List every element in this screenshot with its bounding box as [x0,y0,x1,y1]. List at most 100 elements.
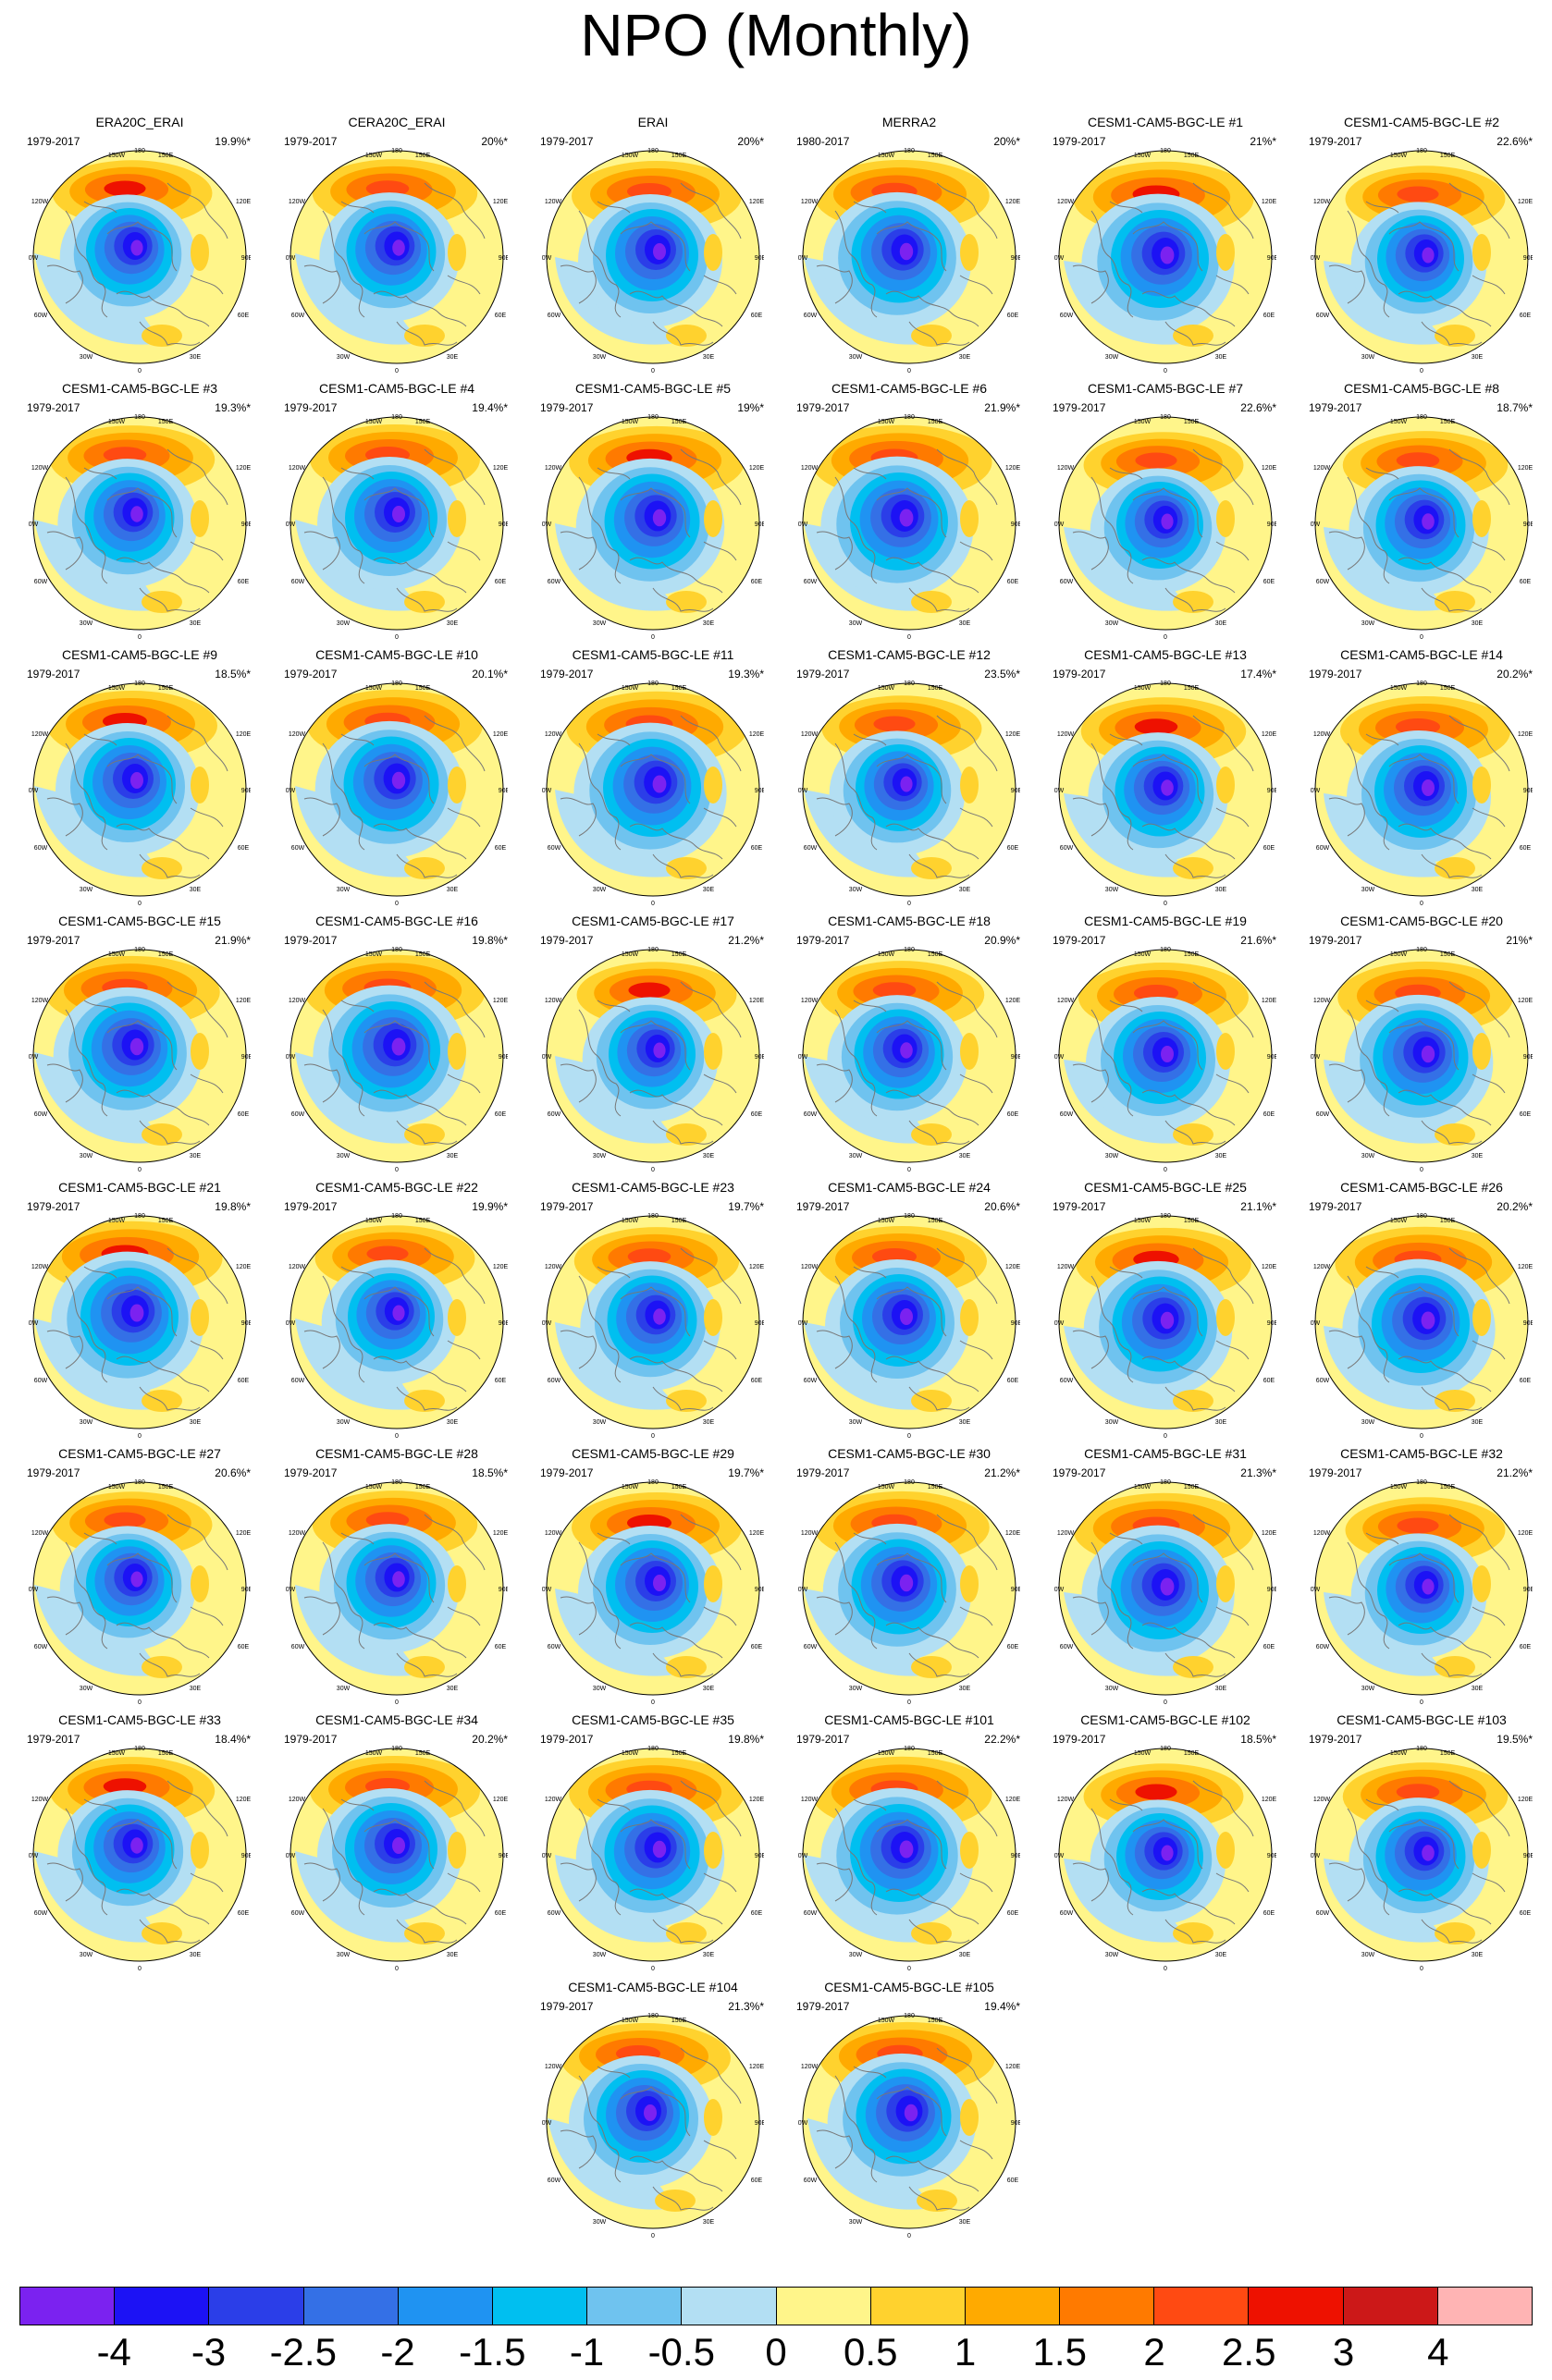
map-panel: CESM1-CAM5-BGC-LE #24 1979-2017 20.6%* 180 1… [789,1180,1029,1443]
longitude-label: 120W [289,998,306,1004]
longitude-label: 0 [907,1966,911,1972]
longitude-label: 30E [703,1686,715,1692]
longitude-label: 120E [1005,1797,1020,1803]
longitude-label: 120E [1262,465,1276,472]
longitude-label: 120W [31,465,49,472]
longitude-label: 150W [622,153,639,159]
longitude-label: 30E [1215,1419,1227,1426]
longitude-label: 150W [878,2018,895,2024]
longitude-label: 60E [1007,1910,1019,1917]
longitude-label: 30W [1105,1952,1119,1958]
panel-period: 1979-2017 [1053,135,1106,148]
longitude-label: 150W [878,1484,895,1491]
colorbar-cell [1060,2288,1155,2325]
panel-variance-percent: 21.3%* [728,2000,764,2013]
longitude-label: 150W [365,685,383,692]
longitude-label: 30W [593,1952,607,1958]
panel-title: CESM1-CAM5-BGC-LE #1 [1087,115,1244,129]
polar-stereographic-map: 180 150W 150E 120W 120E 90W 90E 60W 60E 30W 30E 0 [542,947,764,1173]
panel-title: CESM1-CAM5-BGC-LE #102 [1080,1712,1250,1727]
longitude-label: 180 [391,148,402,154]
longitude-label: 150E [158,1218,174,1224]
panel-period: 1979-2017 [1309,1466,1362,1479]
longitude-label: 150E [158,419,174,425]
longitude-label: 60W [1316,1111,1330,1118]
panel-period: 1979-2017 [1053,1733,1106,1746]
panel-period: 1979-2017 [27,135,80,148]
panel-title: CESM1-CAM5-BGC-LE #3 [61,381,218,396]
longitude-label: 60E [495,845,507,852]
longitude-label: 0 [1420,1433,1423,1440]
longitude-label: 150W [108,685,126,692]
longitude-label: 150E [1440,419,1456,425]
longitude-label: 0 [907,634,911,641]
longitude-label: 120W [801,731,819,738]
longitude-label: 120E [493,998,508,1004]
longitude-label: 180 [1160,681,1171,687]
longitude-label: 0 [1420,634,1423,641]
longitude-label: 30W [80,887,93,893]
longitude-label: 90W [29,255,39,262]
longitude-label: 90W [1311,1853,1321,1859]
longitude-label: 30W [337,1686,351,1692]
longitude-label: 150E [415,685,431,692]
longitude-label: 180 [904,1213,915,1220]
map-panel: CESM1-CAM5-BGC-LE #4 1979-2017 19.4%* 180 15… [277,381,517,644]
panel-variance-percent: 18.4%* [215,1733,251,1746]
longitude-label: 30W [1105,1153,1119,1159]
longitude-label: 60E [1263,579,1275,585]
longitude-label: 90W [1054,1587,1065,1593]
panel-variance-percent: 21.2%* [1497,1466,1533,1479]
panel-variance-percent: 20%* [993,135,1020,148]
longitude-label: 150W [622,2018,639,2024]
longitude-label: 120E [1518,1797,1533,1803]
longitude-label: 60E [238,579,250,585]
longitude-label: 120E [749,1797,764,1803]
longitude-label: 150W [1134,1218,1152,1224]
longitude-label: 60W [548,2178,561,2184]
polar-stereographic-map: 180 150W 150E 120W 120E 90W 90E 60W 60E 30W 30E 0 [542,681,764,907]
longitude-label: 90W [286,788,296,794]
colorbar-tick-label: -2.5 [269,2330,337,2374]
panel-title: CESM1-CAM5-BGC-LE #8 [1343,381,1500,396]
panel-period: 1979-2017 [540,1200,594,1213]
longitude-label: 90W [1311,255,1321,262]
longitude-label: 150W [622,419,639,425]
longitude-label: 90E [241,1320,251,1327]
panel-period: 1979-2017 [796,1733,850,1746]
longitude-label: 90E [1523,788,1533,794]
panel-title: CESM1-CAM5-BGC-LE #26 [1340,1180,1503,1195]
polar-stereographic-map: 180 150W 150E 120W 120E 90W 90E 60W 60E 30W 30E 0 [1054,148,1276,374]
longitude-label: 150E [928,1218,943,1224]
panel-period: 1979-2017 [1053,401,1106,414]
longitude-label: 150E [1440,1218,1456,1224]
longitude-label: 120E [1005,998,1020,1004]
polar-stereographic-map: 180 150W 150E 120W 120E 90W 90E 60W 60E 30W 30E 0 [542,1213,764,1440]
longitude-label: 60W [291,1111,305,1118]
longitude-label: 90W [542,2120,552,2127]
longitude-label: 120W [31,1530,49,1537]
panel-variance-percent: 20.2%* [1497,1200,1533,1213]
longitude-label: 180 [647,681,659,687]
longitude-label: 120E [1518,1530,1533,1537]
longitude-label: 120W [1057,465,1075,472]
longitude-label: 90E [241,521,251,528]
longitude-label: 0 [395,368,399,374]
longitude-label: 60E [495,1378,507,1384]
longitude-label: 90W [29,1853,39,1859]
longitude-label: 90W [798,788,808,794]
longitude-label: 120E [749,1264,764,1270]
longitude-label: 30E [190,354,202,361]
longitude-label: 180 [904,148,915,154]
longitude-label: 180 [1160,148,1171,154]
longitude-label: 60W [1316,1378,1330,1384]
longitude-label: 90E [1267,521,1276,528]
longitude-label: 150E [158,951,174,958]
polar-stereographic-map: 180 150W 150E 120W 120E 90W 90E 60W 60E 30W 30E 0 [1054,1479,1276,1706]
longitude-label: 60E [751,845,763,852]
longitude-label: 30E [190,620,202,627]
colorbar-cell [1154,2288,1250,2325]
longitude-label: 60E [1520,313,1532,319]
longitude-label: 150E [928,419,943,425]
longitude-label: 120W [545,1264,562,1270]
